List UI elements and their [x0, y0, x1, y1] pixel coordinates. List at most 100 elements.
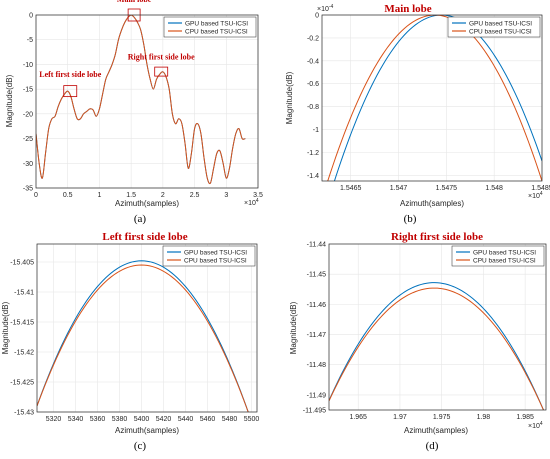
y-exponent-b: ×10-4 [317, 4, 334, 13]
y-tick-label: -10 [23, 62, 33, 69]
legend-label: CPU based TSU-ICSI [469, 28, 532, 35]
x-tick-label: 5440 [178, 416, 194, 423]
grid-a [35, 14, 259, 189]
x-tick-label: 1.5485 [531, 185, 550, 192]
chart-panel-c: Left first side lobe 5320 5340 5360 5380 540… [1, 231, 259, 452]
legend-box [163, 16, 257, 38]
y-tick-label: 0 [29, 13, 33, 20]
y-axis-label-c: Magnitude(dB) [1, 301, 10, 354]
y-tick-label: -15.405 [10, 260, 34, 267]
x-exponent-b: ×104 [528, 191, 543, 200]
x-tick-label: 5380 [112, 416, 128, 423]
y-tick-label: -15 [23, 87, 33, 94]
series-line-gpu [37, 260, 249, 412]
y-tick-label: -15.415 [10, 320, 34, 327]
plot-area-d [329, 244, 546, 410]
x-tick-label: 5460 [200, 416, 216, 423]
tick-labels-c: 5320 5340 5360 5380 5400 5420 5440 5460 5480 5500… [10, 260, 259, 424]
legend-label: GPU based TSU-ICSI [473, 249, 536, 256]
y-tick-label: -20 [23, 111, 33, 118]
legend-box [451, 245, 545, 267]
legend-box [447, 16, 541, 38]
x-tick-label: 1 [97, 192, 101, 199]
y-tick-label: -11.47 [307, 332, 326, 339]
plot-area-b [322, 15, 542, 181]
x-tick-label: 1.5465 [340, 185, 362, 192]
annotation-label: Right first side lobe [128, 53, 195, 62]
legend-label: CPU based TSU-ICSI [185, 28, 248, 35]
x-tick-label: 5320 [46, 416, 62, 423]
y-tick-label: -11.495 [303, 408, 326, 415]
y-tick-label: -11.48 [307, 362, 326, 369]
y-tick-label: -11.46 [307, 302, 326, 309]
x-axis-label-c: Azimuth(samples) [115, 426, 179, 435]
y-tick-label: -15.42 [14, 350, 34, 357]
plot-border-a [35, 14, 259, 189]
annotation-box [63, 85, 78, 98]
y-tick-label: -0.8 [307, 104, 319, 111]
y-tick-label: -1.4 [307, 173, 319, 180]
x-tick-label: 1.548 [485, 185, 503, 192]
y-tick-label: 0 [315, 13, 319, 20]
y-axis-label-a: Magnitude(dB) [5, 74, 14, 127]
annotation-box [154, 66, 169, 77]
x-axis-label-b: Azimuth(samples) [400, 199, 464, 208]
chart-panel-d: Right first side lobe 1.965 1.97 1.975 1.98… [289, 231, 547, 452]
panel-label-d: (d) [426, 440, 439, 452]
x-tick-label: 1.985 [516, 414, 534, 421]
tick-labels-d: 1.965 1.97 1.975 1.98 1.985 -11.45 -11.46 -11.4… [303, 242, 534, 422]
chart-title-d: Right first side lobe [391, 231, 483, 243]
y-tick-label: -25 [23, 136, 33, 143]
x-tick-label: 1.97 [393, 414, 407, 421]
series-line-cpu [37, 264, 249, 412]
legend-label: GPU based TSU-ICSI [184, 249, 247, 256]
x-axis-label-a: Azimuth(samples) [115, 199, 179, 208]
series-line-cpu [329, 287, 545, 410]
legend-label: CPU based TSU-ICSI [184, 257, 247, 264]
legend-label: GPU based TSU-ICSI [469, 20, 532, 27]
y-tick-label: -0.4 [307, 58, 319, 65]
chart-title-c: Left first side lobe [102, 231, 187, 243]
chart-panel-b: Main lobe 1.5465 1.547 1.5475 1.548 1.5485 0 -… [285, 3, 550, 225]
x-tick-label: 1.547 [390, 185, 408, 192]
x-tick-label: 5480 [222, 416, 238, 423]
plot-area-a [36, 15, 258, 188]
x-tick-label: 5420 [156, 416, 172, 423]
y-tick-label: -30 [23, 161, 33, 168]
x-tick-label: 2 [161, 192, 165, 199]
y-tick-label: -1.2 [307, 150, 319, 157]
x-tick-label: 1.5 [126, 192, 136, 199]
panel-label-c: (c) [134, 440, 147, 452]
annotations-a: Main lobe Left first side lobe Right first… [39, 0, 195, 98]
plot-area-c [37, 244, 257, 412]
x-exponent-d: ×104 [528, 421, 543, 430]
y-tick-label: -15.43 [14, 410, 34, 417]
chart-panel-a: 0 0.5 1 1.5 2 2.5 3 3.5 0 -5 -10 -15 -20 -25 -30 -35 Ma… [5, 0, 263, 225]
x-tick-label: 5360 [90, 416, 106, 423]
series-line-gpu [333, 15, 542, 181]
y-tick-label: -11.44 [307, 242, 326, 249]
y-tick-label: -15.41 [14, 290, 34, 297]
x-tick-label: 1.98 [477, 414, 491, 421]
x-tick-label: 0 [34, 192, 38, 199]
y-tick-label: -1 [313, 127, 319, 134]
annotation-label: Main lobe [117, 0, 152, 4]
x-tick-label: 3 [224, 192, 228, 199]
x-tick-label: 1.5475 [436, 185, 458, 192]
x-axis-label-d: Azimuth(samples) [404, 426, 468, 435]
x-tick-label: 5400 [134, 416, 150, 423]
y-tick-label: -11.49 [307, 392, 326, 399]
legend-label: CPU based TSU-ICSI [473, 257, 536, 264]
plot-border-b [321, 14, 543, 182]
y-tick-label: -0.6 [307, 81, 319, 88]
tick-labels-b: 1.5465 1.547 1.5475 1.548 1.5485 0 -0.2 -0.4 -0.… [307, 13, 550, 193]
series-line-gpu [329, 282, 545, 410]
x-tick-label: 5500 [244, 416, 260, 423]
annotation-label: Left first side lobe [39, 70, 101, 79]
x-tick-label: 5340 [68, 416, 84, 423]
x-tick-label: 3.5 [253, 192, 263, 199]
